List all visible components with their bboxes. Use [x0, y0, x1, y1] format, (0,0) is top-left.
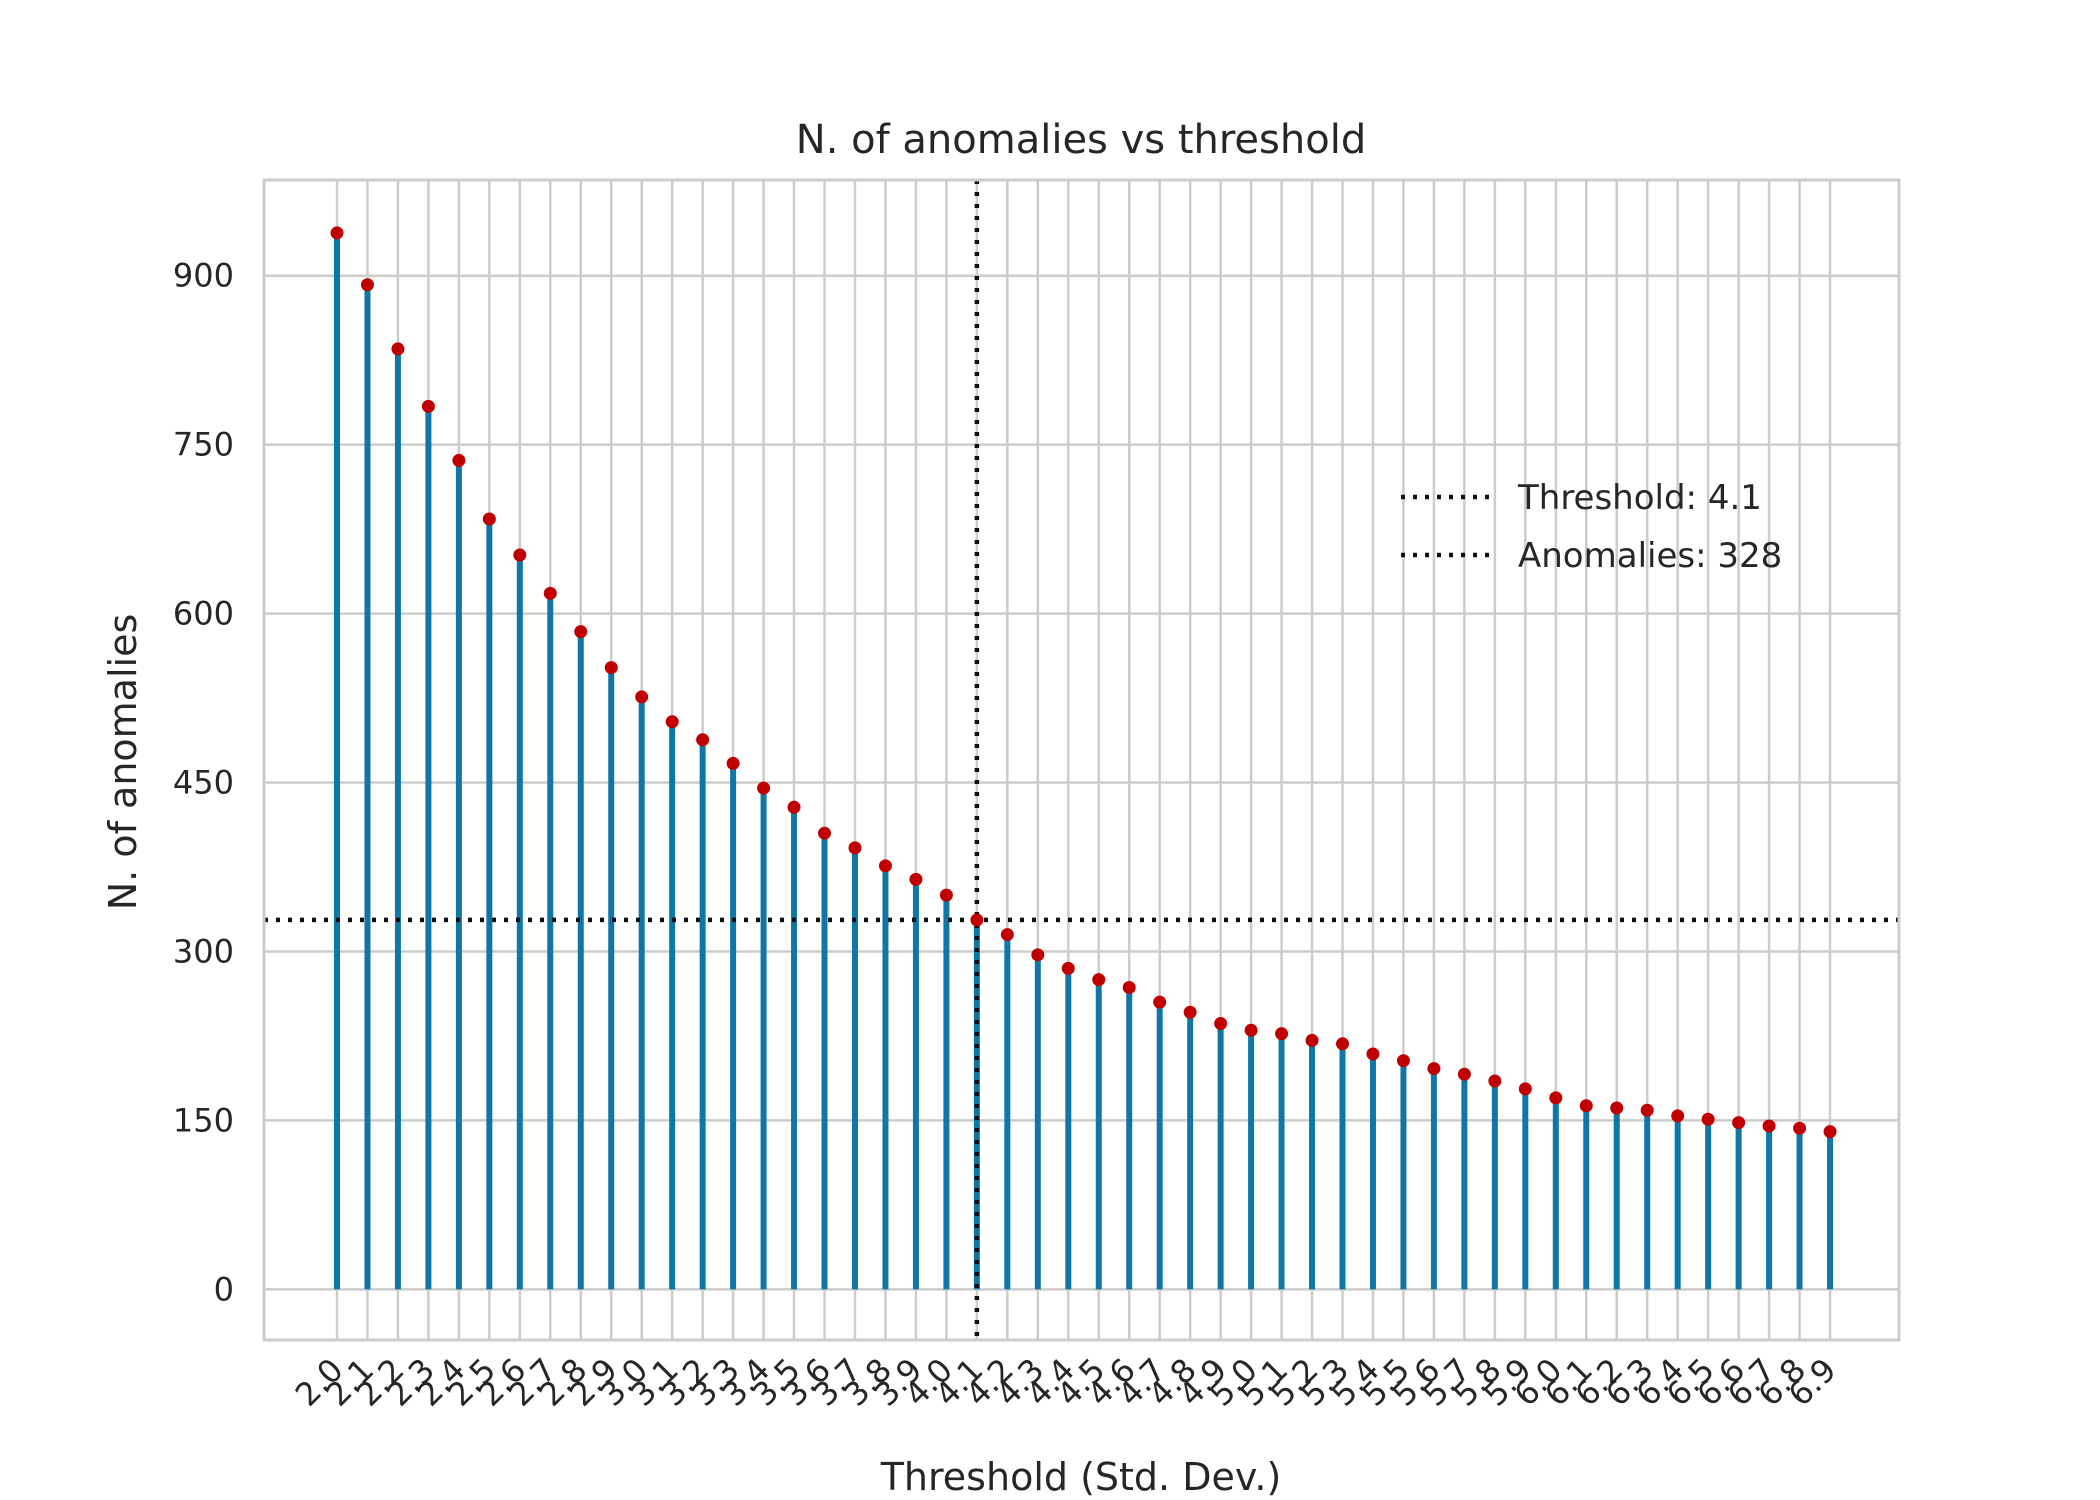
stem-marker	[1823, 1125, 1837, 1139]
stem-marker	[848, 841, 862, 855]
x-axis-label: Threshold (Std. Dev.)	[880, 1455, 1282, 1499]
chart-title: N. of anomalies vs threshold	[796, 117, 1366, 163]
stem-marker	[391, 342, 405, 356]
stem-marker	[696, 733, 710, 747]
y-tick-label: 0	[214, 1270, 234, 1308]
stem-marker	[360, 278, 374, 292]
stem-marker	[1793, 1121, 1807, 1135]
x-tick-labels: 2.02.12.22.32.42.52.62.72.82.93.03.13.23…	[288, 1351, 1844, 1414]
stem-marker	[574, 625, 588, 639]
stem-marker	[1610, 1101, 1624, 1115]
stem-marker	[818, 826, 832, 840]
stem-marker	[909, 872, 923, 886]
stem-marker	[1427, 1062, 1441, 1076]
stem-marker	[1396, 1054, 1410, 1068]
stem-marker	[1214, 1017, 1228, 1031]
stem-marker	[330, 226, 344, 240]
stem-marker	[1183, 1005, 1197, 1019]
stem-layer	[334, 232, 1834, 1290]
stem-marker	[939, 888, 953, 902]
stem-marker	[1061, 961, 1075, 975]
stem-marker	[604, 661, 618, 675]
stem-marker	[1579, 1099, 1593, 1113]
stem-marker	[726, 756, 740, 770]
stem-marker	[878, 859, 892, 873]
stem-marker	[1762, 1119, 1776, 1133]
stem-marker	[1153, 995, 1167, 1009]
stem-marker	[482, 512, 496, 526]
stem-marker	[1671, 1109, 1685, 1123]
y-tick-labels: 0 150 300 450 600 750 900	[173, 257, 234, 1309]
legend: Threshold: 4.1 Anomalies: 328	[1401, 478, 1782, 576]
stem-marker	[1366, 1047, 1380, 1061]
grid-layer	[264, 180, 1899, 1340]
stem-marker	[1122, 980, 1136, 994]
stem-marker	[1640, 1103, 1654, 1117]
stem-marker	[1305, 1033, 1319, 1047]
stem-marker	[452, 453, 466, 467]
stem-marker	[1031, 948, 1045, 962]
stem-marker	[1336, 1037, 1350, 1051]
y-tick-label: 150	[173, 1101, 234, 1139]
y-tick-label: 450	[173, 764, 234, 802]
stem-marker	[970, 913, 984, 927]
stem-marker	[1732, 1116, 1746, 1130]
stem-marker	[421, 399, 435, 413]
y-tick-label: 600	[173, 595, 234, 633]
stem-marker	[1275, 1027, 1289, 1041]
legend-anomalies-label: Anomalies: 328	[1518, 536, 1782, 576]
stem-marker	[513, 548, 527, 562]
y-tick-label: 750	[173, 426, 234, 464]
stem-marker	[543, 586, 557, 600]
stem-marker	[1549, 1091, 1563, 1105]
stem-marker	[1092, 973, 1106, 987]
y-axis-label: N. of anomalies	[101, 614, 145, 911]
stem-marker	[1701, 1112, 1715, 1126]
marker-layer	[330, 226, 1837, 1139]
y-tick-label: 900	[173, 257, 234, 295]
stem-marker	[1518, 1082, 1532, 1096]
stem-marker	[1244, 1023, 1258, 1037]
reference-lines	[264, 180, 1899, 1340]
stem-marker	[787, 800, 801, 814]
stem-marker	[1488, 1074, 1502, 1088]
stem-marker	[757, 781, 771, 795]
stem-marker	[1000, 928, 1014, 942]
legend-threshold-label: Threshold: 4.1	[1517, 478, 1762, 518]
stem-marker	[635, 690, 649, 704]
stem-marker	[1457, 1067, 1471, 1081]
plot-frame	[262, 178, 1901, 1342]
y-tick-label: 300	[173, 932, 234, 970]
stem-marker	[665, 715, 679, 729]
